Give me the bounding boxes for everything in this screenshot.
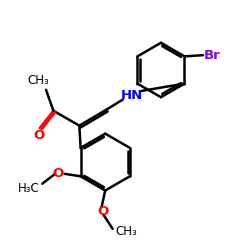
Text: CH₃: CH₃ [28,74,50,87]
Text: O: O [98,205,109,218]
Text: HN: HN [121,89,143,102]
Text: H₃C: H₃C [18,182,40,195]
Text: CH₃: CH₃ [115,225,137,238]
Text: O: O [52,167,63,180]
Text: O: O [33,129,44,142]
Text: Br: Br [203,49,220,62]
